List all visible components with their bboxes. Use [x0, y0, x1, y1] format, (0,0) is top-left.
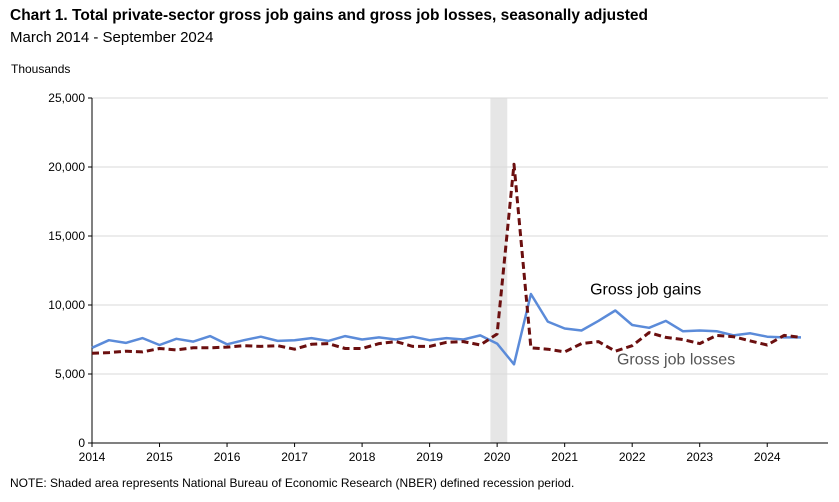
x-tick-label: 2022	[619, 450, 646, 464]
y-tick-label: 15,000	[48, 229, 85, 243]
series-annotation: Gross job gains	[590, 282, 701, 299]
recession-shading	[490, 98, 508, 443]
series-annotation: Gross job losses	[617, 351, 735, 368]
gross-job-gains-line	[91, 292, 801, 366]
chart-title: Chart 1. Total private-sector gross job …	[10, 7, 648, 24]
x-tick-label: 2024	[754, 450, 781, 464]
x-tick-label: 2015	[146, 450, 173, 464]
y-tick-label: 25,000	[48, 91, 85, 105]
gross-job-losses-line	[91, 162, 802, 355]
chart-subtitle: March 2014 - September 2024	[10, 29, 214, 46]
x-tick-label: 2021	[551, 450, 578, 464]
x-tick-label: 2019	[416, 450, 443, 464]
y-axis-label: Thousands	[11, 62, 70, 76]
y-tick-label: 0	[78, 436, 85, 450]
y-tick-label: 20,000	[48, 160, 85, 174]
x-tick-label: 2023	[686, 450, 713, 464]
y-tick-label: 10,000	[48, 298, 85, 312]
x-tick-label: 2020	[484, 450, 511, 464]
x-tick-label: 2016	[214, 450, 241, 464]
x-tick-label: 2018	[349, 450, 376, 464]
footnote: NOTE: Shaded area represents National Bu…	[10, 476, 575, 490]
x-tick-label: 2014	[79, 450, 106, 464]
y-tick-label: 5,000	[55, 367, 85, 381]
x-tick-label: 2017	[281, 450, 308, 464]
